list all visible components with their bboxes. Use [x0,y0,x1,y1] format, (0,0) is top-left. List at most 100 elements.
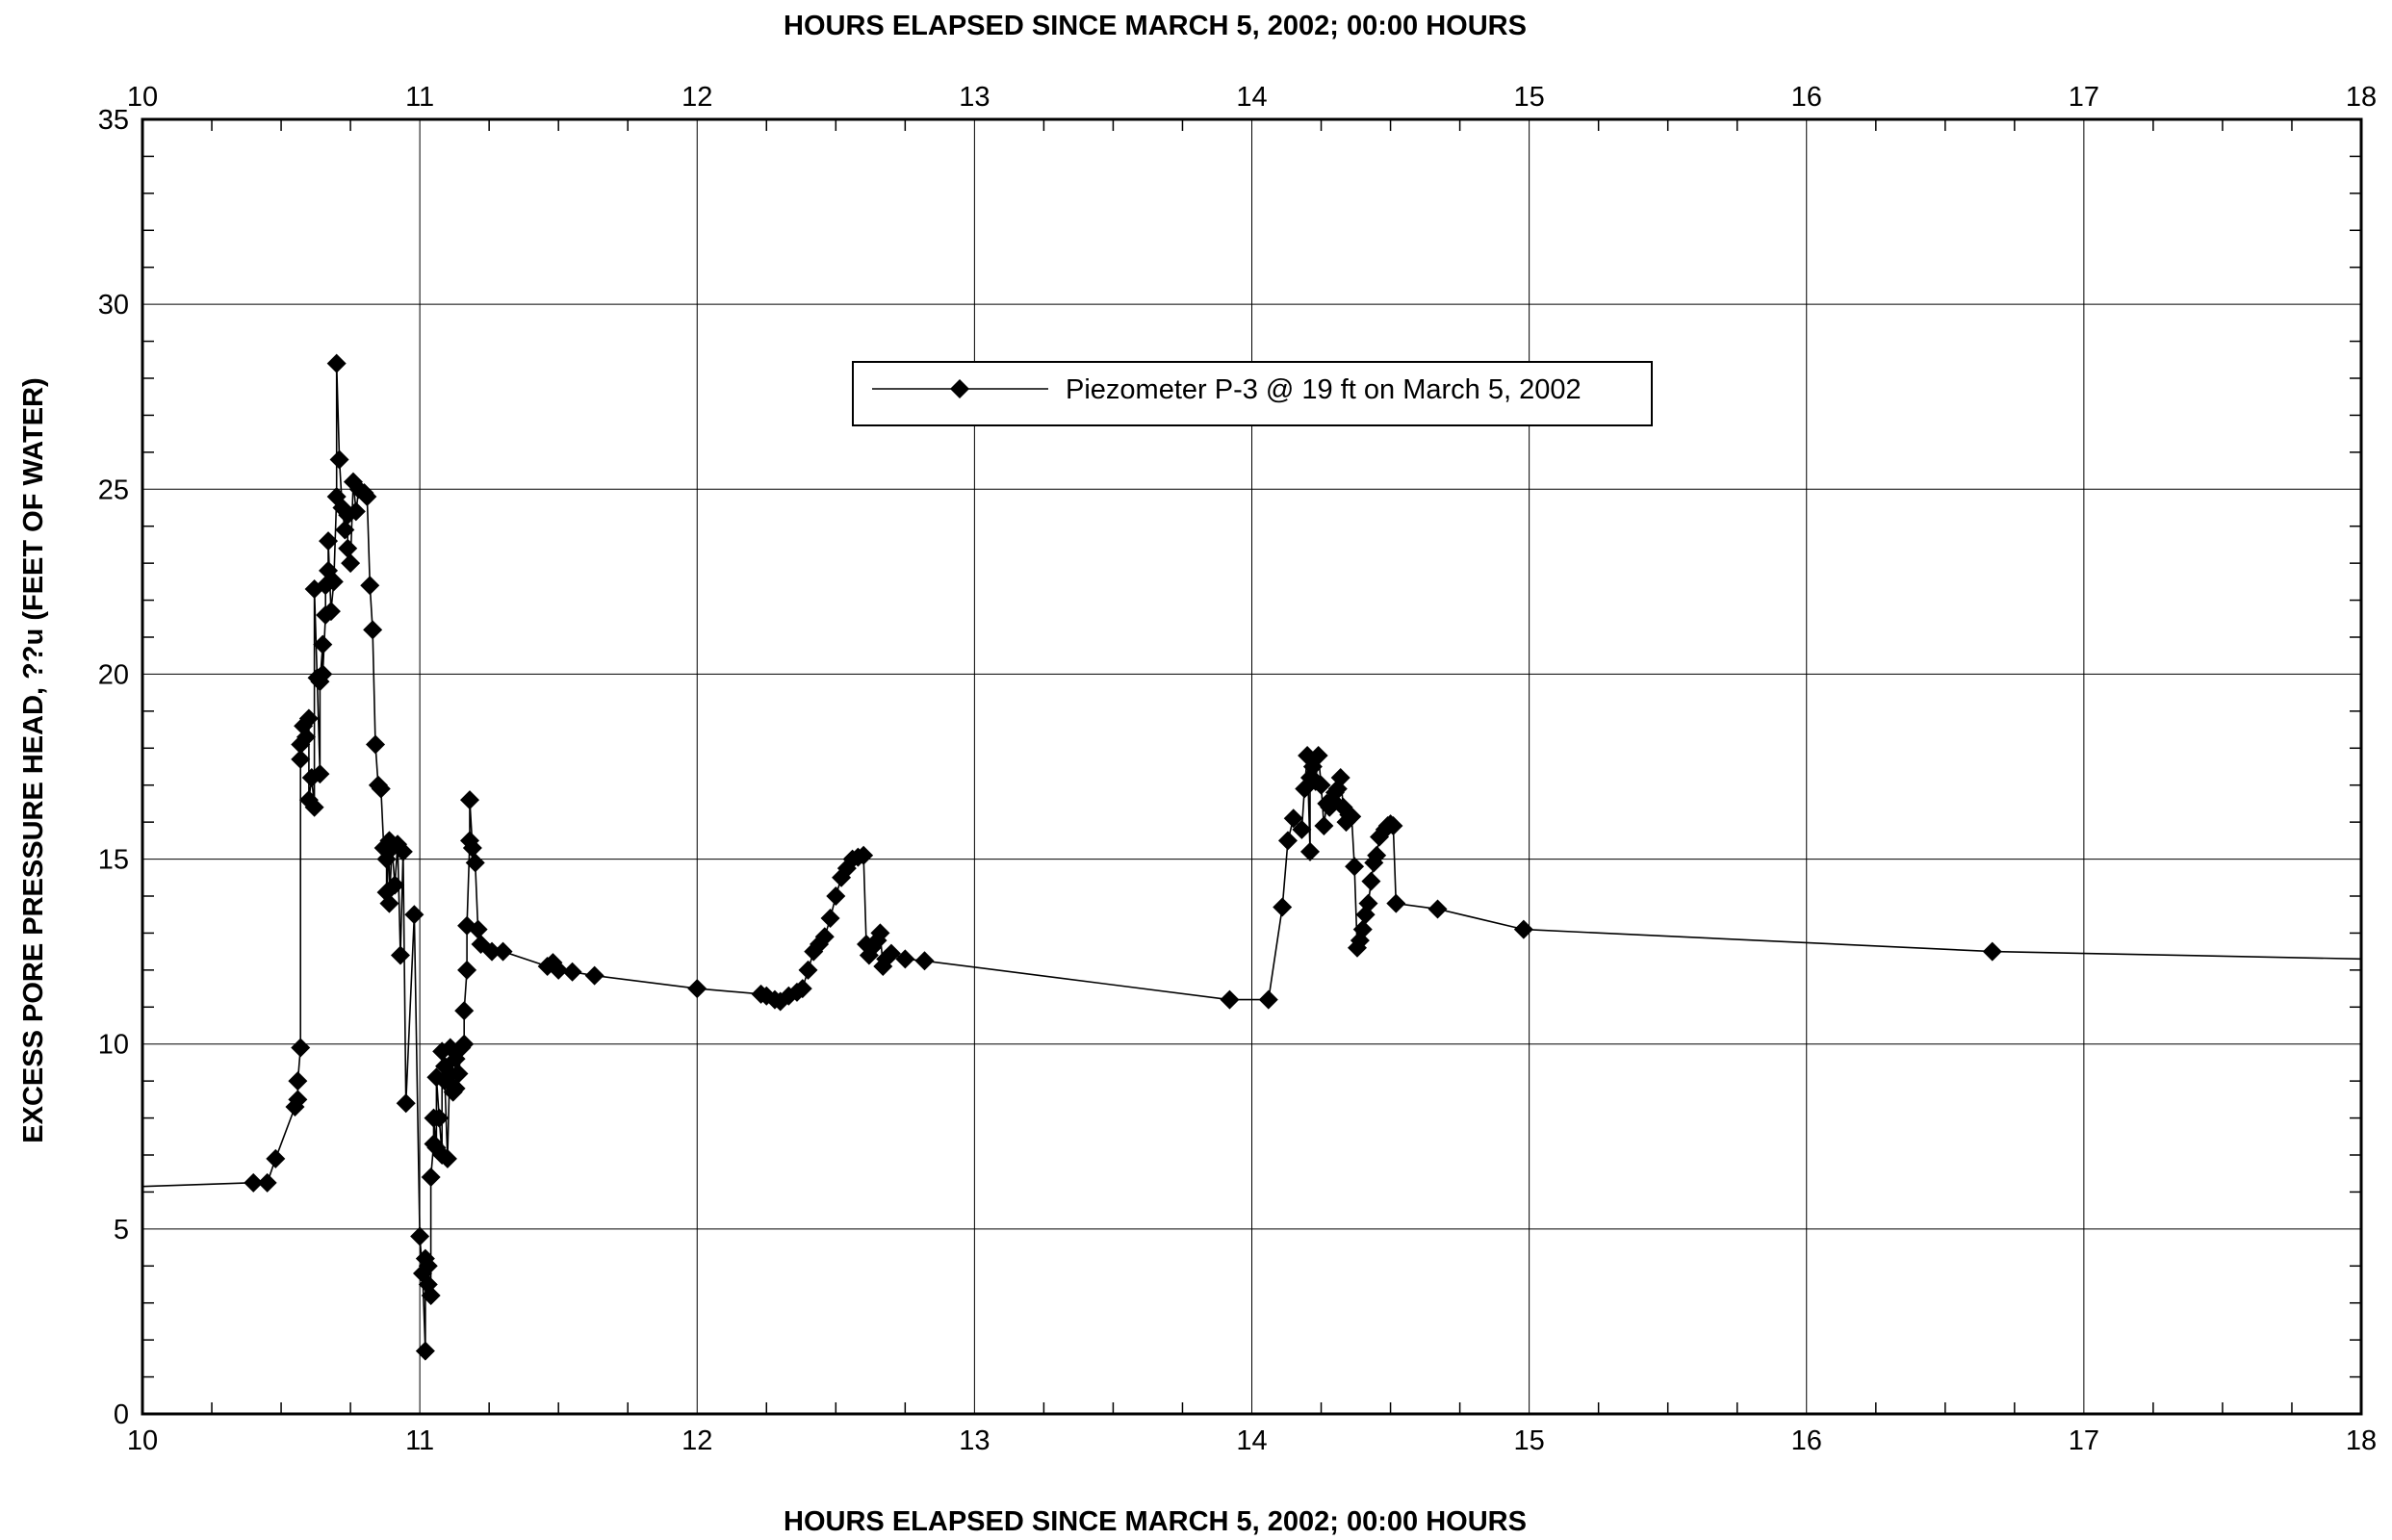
x-axis-bottom-tick-labels: 10 11 12 13 14 15 16 17 18 [127,1425,2377,1456]
legend-label: Piezometer P-3 @ 19 ft on March 5, 2002 [1066,374,1582,405]
data-point [457,960,477,980]
x-tick-label-bottom: 15 [1513,1425,1544,1456]
y-tick-label: 0 [114,1399,129,1430]
data-point [421,1286,441,1306]
data-points [244,353,2002,1361]
data-point [371,779,391,799]
data-point [1383,815,1403,835]
data-point [1342,807,1362,827]
data-point [366,734,386,755]
data-point [437,1148,457,1168]
y-tick-label: 30 [98,290,129,321]
data-point [549,960,569,980]
minor-ticks [142,119,2361,1414]
data-point [288,1071,308,1091]
y-axis-title: EXCESS PORE PRESSURE HEAD, ??u (FEET OF … [18,377,49,1142]
data-point [385,875,405,895]
x-tick-label-top: 16 [1791,82,1822,113]
data-point [291,1038,311,1058]
x-tick-label-bottom: 11 [405,1425,434,1456]
data-point [415,1341,435,1361]
data-point [298,708,319,729]
data-point [1220,989,1240,1010]
x-tick-label-bottom: 18 [2346,1425,2377,1456]
y-axis-tick-labels: 0 5 10 15 20 25 30 35 [98,105,129,1430]
data-point [321,602,341,622]
x-tick-label-bottom: 14 [1236,1425,1267,1456]
x-tick-label-top: 10 [127,82,158,113]
data-point [454,1034,475,1054]
data-point [1361,871,1381,891]
data-point [326,353,347,373]
plot-frame [141,117,2363,1416]
x-tick-label-top: 15 [1513,82,1544,113]
data-point [1982,941,2002,962]
data-point [396,1093,416,1114]
data-point [1277,831,1298,851]
data-point [584,965,604,986]
x-axis-top-tick-labels: 10 11 12 13 14 15 16 17 18 [127,82,2377,113]
y-tick-label: 35 [98,105,129,136]
data-point [310,764,330,784]
data-point [1386,893,1406,913]
data-point [363,620,383,640]
x-tick-label-bottom: 17 [2069,1425,2099,1456]
data-point [418,1256,438,1276]
data-point [1273,897,1293,917]
data-point [421,1168,441,1188]
data-point [341,553,361,574]
x-tick-label-bottom: 13 [959,1425,990,1456]
data-point [459,790,479,810]
x-tick-label-top: 13 [959,82,990,113]
x-tick-label-bottom: 16 [1791,1425,1822,1456]
data-point [266,1148,286,1168]
x-tick-label-top: 14 [1236,82,1267,113]
legend: Piezometer P-3 @ 19 ft on March 5, 2002 [852,361,1653,426]
data-point [1300,841,1321,861]
data-point [870,923,890,943]
data-point [792,979,812,999]
x-tick-label-bottom: 12 [682,1425,712,1456]
grid-lines [142,119,2361,1414]
legend-box [852,361,1653,426]
data-point [313,664,333,684]
y-tick-label: 20 [98,659,129,690]
data-point [429,1108,450,1128]
y-tick-label: 15 [98,845,129,876]
data-point [1308,745,1328,765]
x-tick-label-bottom: 10 [127,1425,158,1456]
data-point [482,941,502,962]
data-point [244,1172,264,1193]
data-point [1367,845,1387,865]
data-point [410,1226,430,1246]
y-tick-label: 10 [98,1030,129,1061]
data-point [357,486,377,506]
data-point [1258,989,1278,1010]
data-point [1283,808,1303,829]
x-axis-title-bottom: HOURS ELAPSED SINCE MARCH 5, 2002; 00:00… [784,1506,1527,1537]
data-point [296,727,316,747]
data-point [360,576,380,596]
data-point [257,1172,277,1193]
data-point [1330,768,1350,788]
data-point [1314,815,1334,835]
data-point [1345,857,1365,877]
data-point [462,838,482,859]
data-point [465,853,485,873]
data-point [562,962,582,982]
data-point [468,919,488,939]
data-point [854,845,874,865]
data-point [895,949,915,969]
x-tick-label-top: 18 [2346,82,2377,113]
data-point [1352,919,1373,939]
data-point [288,1090,308,1110]
data-point [820,909,840,929]
data-point [798,960,818,980]
data-point [493,941,513,962]
data-point [338,538,358,558]
data-point [1513,919,1533,939]
x-axis-title-top: HOURS ELAPSED SINCE MARCH 5, 2002; 00:00… [784,11,1527,41]
data-point [826,886,846,906]
data-point [346,501,366,522]
